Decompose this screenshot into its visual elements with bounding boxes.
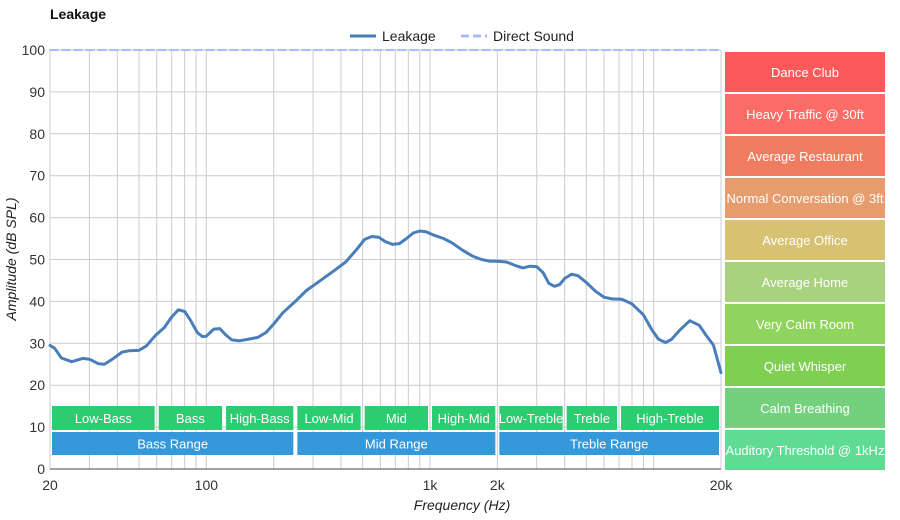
- frequency-bands: Low-Bass Bass High-Bass Low-Mid Mid High-Mid L…: [52, 406, 719, 455]
- legend-direct-sound-label: Direct Sound: [493, 28, 574, 44]
- band-rect: [297, 406, 361, 430]
- band-rect: [52, 406, 155, 430]
- legend-leakage-label: Leakage: [382, 28, 436, 44]
- x-tick-label: 1k: [423, 477, 439, 493]
- band-mid-range: Mid Range: [297, 432, 496, 455]
- chart-title: Leakage: [50, 6, 106, 22]
- reference-level-normal-conversation-3ft: Normal Conversation @ 3ft: [725, 178, 885, 218]
- band-label: High-Mid: [438, 411, 490, 426]
- reference-level-label: Heavy Traffic @ 30ft: [746, 107, 864, 122]
- reference-level-calm-breathing: Calm Breathing: [725, 388, 885, 428]
- reference-level-rect: [725, 388, 885, 428]
- reference-level-rect: [725, 346, 885, 386]
- x-tick-label: 20: [42, 477, 58, 493]
- band-label: Low-Treble: [499, 411, 564, 426]
- grid: [49, 49, 722, 470]
- band-rect: [499, 406, 563, 430]
- reference-level-quiet-whisper: Quiet Whisper: [725, 346, 885, 386]
- series-line-leakage: [48, 229, 723, 375]
- band-label: Bass Range: [137, 437, 208, 452]
- y-tick-label: 100: [22, 42, 46, 58]
- y-tick-label: 70: [29, 168, 45, 184]
- band-mid: Mid: [364, 406, 429, 430]
- y-tick-label: 80: [29, 126, 45, 142]
- x-tick-label: 20k: [710, 477, 734, 493]
- y-tick-label: 90: [29, 84, 45, 100]
- band-rect: [52, 432, 294, 455]
- x-tick-label: 100: [195, 477, 219, 493]
- y-tick-label: 10: [29, 419, 45, 435]
- reference-level-rect: [725, 94, 885, 134]
- band-high-mid: High-Mid: [432, 406, 496, 430]
- band-rect: [158, 406, 223, 430]
- reference-level-dance-club: Dance Club: [725, 52, 885, 92]
- y-tick-label: 0: [37, 461, 45, 477]
- reference-level-average-home: Average Home: [725, 262, 885, 302]
- reference-level-rect: [725, 304, 885, 344]
- band-label: Low-Bass: [75, 411, 133, 426]
- band-treble-range: Treble Range: [499, 432, 719, 455]
- reference-level-rect: [725, 178, 885, 218]
- band-label: Mid Range: [365, 437, 428, 452]
- series-lines: [48, 49, 723, 375]
- legend: Leakage Direct Sound: [350, 28, 574, 44]
- reference-level-rect: [725, 136, 885, 176]
- band-label: Mid: [386, 411, 407, 426]
- reference-level-rect: [725, 52, 885, 92]
- band-high-treble: High-Treble: [621, 406, 719, 430]
- band-label: High-Treble: [636, 411, 703, 426]
- band-bass: Bass: [158, 406, 223, 430]
- reference-level-label: Average Office: [762, 233, 848, 248]
- band-label: Bass: [176, 411, 205, 426]
- band-rect: [226, 406, 294, 430]
- band-label: Low-Mid: [304, 411, 353, 426]
- reference-level-average-restaurant: Average Restaurant: [725, 136, 885, 176]
- reference-level-average-office: Average Office: [725, 220, 885, 260]
- band-rect: [297, 432, 496, 455]
- reference-level-heavy-traffic-30ft: Heavy Traffic @ 30ft: [725, 94, 885, 134]
- x-axis-label: Frequency (Hz): [414, 497, 510, 513]
- band-low-treble: Low-Treble: [499, 406, 564, 430]
- reference-level-very-calm-room: Very Calm Room: [725, 304, 885, 344]
- reference-levels: Dance Club Heavy Traffic @ 30ft Average Re…: [725, 52, 885, 470]
- band-label: Treble Range: [570, 437, 648, 452]
- band-rect: [432, 406, 496, 430]
- y-axis-label: Amplitude (dB SPL): [3, 198, 19, 322]
- band-rect: [566, 406, 618, 430]
- reference-level-label: Auditory Threshold @ 1kHz: [726, 443, 885, 458]
- y-tick-label: 60: [29, 210, 45, 226]
- reference-level-label: Quiet Whisper: [764, 359, 847, 374]
- y-tick-label: 40: [29, 293, 45, 309]
- band-label: Treble: [574, 411, 610, 426]
- reference-level-label: Normal Conversation @ 3ft: [727, 191, 884, 206]
- reference-level-rect: [725, 430, 885, 470]
- reference-level-label: Average Home: [762, 275, 848, 290]
- reference-level-label: Calm Breathing: [760, 401, 850, 416]
- band-low-bass: Low-Bass: [52, 406, 155, 430]
- band-rect: [621, 406, 719, 430]
- y-tick-label: 30: [29, 335, 45, 351]
- band-label: High-Bass: [230, 411, 290, 426]
- band-treble: Treble: [566, 406, 618, 430]
- y-tick-label: 50: [29, 252, 45, 268]
- reference-level-label: Very Calm Room: [756, 317, 854, 332]
- reference-level-rect: [725, 262, 885, 302]
- reference-level-label: Dance Club: [771, 65, 839, 80]
- band-high-bass: High-Bass: [226, 406, 294, 430]
- reference-level-auditory-threshold-1khz: Auditory Threshold @ 1kHz: [725, 430, 885, 470]
- band-rect: [364, 406, 429, 430]
- axis-tick-labels: 0 10 20 30 40 50 60 70 80 90 100 20 100 1k 2k 20k: [22, 42, 734, 493]
- band-bass-range: Bass Range: [52, 432, 294, 455]
- band-low-mid: Low-Mid: [297, 406, 361, 430]
- band-rect: [499, 432, 719, 455]
- y-tick-label: 20: [29, 377, 45, 393]
- reference-level-label: Average Restaurant: [747, 149, 863, 164]
- x-tick-label: 2k: [490, 477, 506, 493]
- reference-level-rect: [725, 220, 885, 260]
